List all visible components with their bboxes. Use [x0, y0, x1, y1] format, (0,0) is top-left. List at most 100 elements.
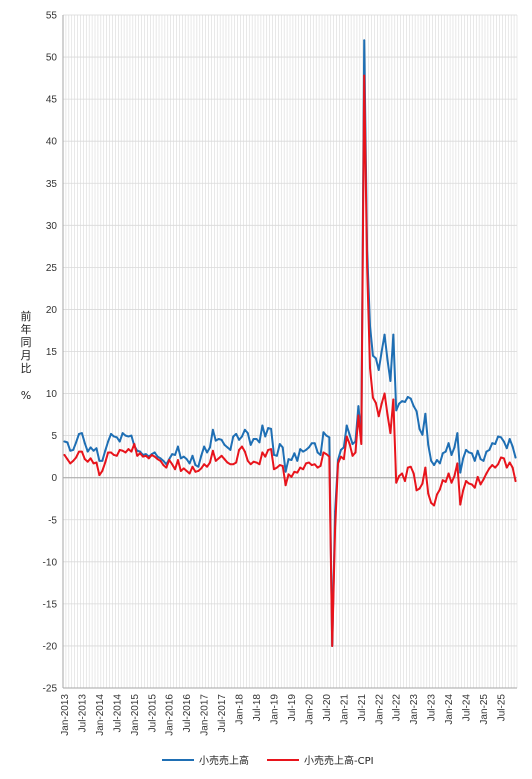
data-point — [197, 465, 200, 468]
data-point — [267, 449, 270, 451]
data-point — [261, 424, 264, 427]
data-point — [66, 441, 69, 444]
x-tick-label: Jul-24 — [462, 694, 473, 722]
data-point — [278, 443, 281, 445]
data-point — [174, 454, 176, 456]
x-tick-label: Jan-18 — [235, 694, 246, 725]
data-point — [479, 458, 482, 461]
data-point — [415, 489, 418, 492]
data-point — [194, 464, 197, 466]
data-point — [485, 450, 488, 453]
data-point — [113, 454, 115, 456]
x-tick-label: Jan-2014 — [95, 694, 106, 736]
data-point — [404, 480, 406, 482]
y-tick-label: 20 — [46, 305, 58, 316]
data-point — [479, 483, 482, 486]
data-point — [290, 475, 293, 478]
data-point — [421, 482, 424, 485]
data-point — [168, 459, 171, 461]
data-point — [229, 449, 232, 451]
data-point — [450, 454, 453, 456]
data-point — [444, 450, 447, 453]
data-point — [89, 457, 92, 460]
data-point — [497, 435, 499, 438]
data-point — [200, 454, 203, 457]
y-axis-label-char: 前 — [21, 309, 32, 323]
data-point — [503, 457, 505, 460]
data-point — [468, 451, 470, 454]
data-point — [418, 487, 421, 490]
data-point — [246, 459, 249, 462]
data-point — [302, 468, 304, 471]
data-point — [340, 455, 342, 458]
data-point — [235, 461, 238, 464]
data-point — [261, 451, 264, 454]
data-point — [296, 459, 299, 462]
data-point — [316, 466, 319, 469]
data-point — [223, 458, 226, 461]
data-point — [386, 413, 389, 416]
data-point — [226, 446, 229, 449]
y-tick-label: 45 — [46, 95, 58, 106]
data-point — [392, 398, 395, 401]
y-tick-label: 55 — [46, 11, 58, 22]
data-point — [238, 438, 240, 441]
data-point — [281, 446, 284, 449]
data-point — [209, 461, 211, 464]
data-point — [273, 454, 275, 456]
data-point — [395, 481, 398, 484]
data-point — [229, 463, 232, 466]
y-tick-label: 35 — [46, 179, 58, 190]
data-point — [270, 427, 272, 430]
data-point — [255, 461, 258, 464]
data-point — [345, 424, 348, 427]
data-point — [188, 472, 191, 475]
data-point — [107, 451, 110, 454]
data-point — [139, 450, 142, 453]
data-point — [220, 454, 223, 457]
series-lines — [63, 39, 517, 647]
data-point — [200, 467, 203, 470]
data-point — [444, 480, 447, 483]
x-tick-label: Jul-21 — [357, 694, 368, 722]
y-axis-label-char: 年 — [21, 322, 32, 336]
data-point — [281, 465, 284, 467]
data-point — [159, 459, 162, 462]
data-point — [156, 455, 159, 458]
data-point — [284, 470, 287, 473]
data-point — [310, 442, 313, 445]
data-point — [505, 466, 508, 469]
data-point — [296, 471, 299, 474]
data-point — [66, 458, 69, 461]
data-point — [412, 472, 415, 475]
data-point — [252, 438, 255, 440]
grid-lines — [62, 14, 518, 689]
x-tick-label: Jan-24 — [444, 694, 455, 725]
x-tick-label: Jul-19 — [287, 694, 298, 722]
data-point — [357, 414, 360, 417]
data-point — [357, 405, 360, 408]
data-point — [354, 451, 357, 454]
data-point — [470, 452, 473, 455]
x-tick-label: Jan-19 — [269, 694, 280, 725]
x-tick-label: Jan-2015 — [130, 694, 141, 736]
data-point — [441, 452, 444, 455]
data-point — [337, 462, 339, 465]
data-point — [115, 454, 118, 457]
legend-label-1: 小売売上高 — [199, 754, 249, 767]
data-point — [211, 449, 214, 452]
data-point — [83, 458, 86, 461]
data-point — [95, 461, 98, 464]
data-point — [308, 446, 310, 449]
data-point — [424, 466, 427, 469]
data-point — [313, 463, 316, 466]
data-point — [363, 39, 366, 42]
data-point — [293, 452, 296, 455]
data-point — [322, 451, 325, 454]
data-point — [89, 446, 92, 449]
data-point — [142, 455, 144, 458]
data-point — [372, 354, 374, 357]
